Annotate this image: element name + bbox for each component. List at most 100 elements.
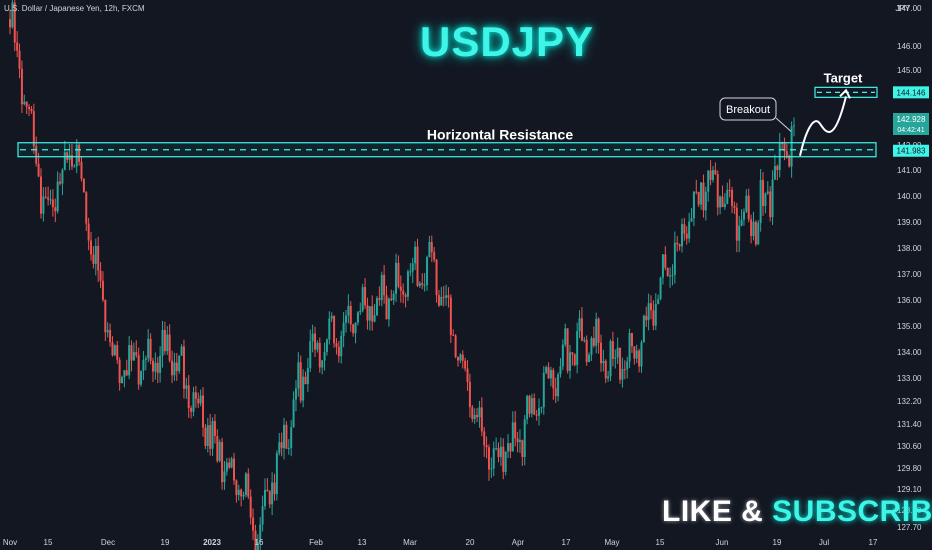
candle-body xyxy=(109,330,112,343)
candle-body xyxy=(642,315,645,343)
candle-body xyxy=(661,254,664,278)
candle-body xyxy=(733,205,736,208)
candle-body xyxy=(592,338,595,346)
target-price-tag: 144.146 xyxy=(897,88,926,97)
candle-body xyxy=(249,496,252,518)
candle-body xyxy=(492,448,495,469)
candle-body xyxy=(39,176,42,214)
candle-body xyxy=(66,152,69,160)
candle-body xyxy=(44,196,47,198)
candle-body xyxy=(318,342,321,368)
candle-body xyxy=(437,295,440,306)
candle-body xyxy=(316,342,319,350)
candle-body xyxy=(335,343,338,347)
candle-body xyxy=(569,352,571,371)
candle-body xyxy=(352,324,355,334)
candle-body xyxy=(306,368,309,385)
candle-body xyxy=(299,362,302,401)
candle-body xyxy=(275,453,278,495)
candle-body xyxy=(75,144,78,167)
candle-body xyxy=(20,68,23,105)
candle-body xyxy=(23,101,26,105)
candle-body xyxy=(759,179,762,223)
candle-body xyxy=(447,295,450,298)
candle-body xyxy=(240,489,243,497)
candle-body xyxy=(106,330,109,333)
candle-body xyxy=(769,191,772,218)
projection-path xyxy=(799,96,847,156)
price-axis[interactable]: 147.00146.00145.00144.00143.00142.00141.… xyxy=(893,4,929,532)
candle-body xyxy=(538,408,541,416)
price-tick-label: 141.00 xyxy=(897,166,922,175)
candle-body xyxy=(182,346,185,389)
candle-body xyxy=(311,333,314,342)
candle-body xyxy=(483,431,486,446)
time-tick-label: Apr xyxy=(512,538,525,547)
candle-body xyxy=(721,196,724,207)
price-tick-label: 145.00 xyxy=(897,66,922,75)
candle-body xyxy=(533,398,536,415)
candle-body xyxy=(302,376,305,401)
price-tick-label: 129.80 xyxy=(897,464,922,473)
candle-body xyxy=(216,435,219,461)
candle-body xyxy=(504,451,507,472)
target-label: Target xyxy=(824,70,863,85)
candle-body xyxy=(480,407,483,432)
candle-body xyxy=(723,203,726,207)
candle-body xyxy=(342,322,345,336)
time-tick-label: 15 xyxy=(656,538,665,547)
candle-body xyxy=(283,424,286,449)
candle-body xyxy=(659,277,662,300)
time-tick-label: Jun xyxy=(716,538,729,547)
candle-body xyxy=(78,144,81,162)
candle-body xyxy=(144,358,147,360)
candle-body xyxy=(345,315,347,323)
candle-body xyxy=(340,335,343,357)
candle-body xyxy=(445,295,448,298)
candle-body xyxy=(726,189,729,204)
time-axis[interactable]: Nov 15 Dec 19 2023 16 Feb 13 Mar 20 Apr 17 May 15 Jun 1… xyxy=(3,538,878,547)
candle-body xyxy=(588,354,591,362)
candle-body xyxy=(616,347,619,358)
candle-body xyxy=(745,195,748,212)
candle-body xyxy=(366,305,369,321)
candle-body xyxy=(323,352,326,361)
candle-body xyxy=(623,369,626,371)
candle-body xyxy=(573,354,576,366)
candle-body xyxy=(521,440,524,457)
candle-body xyxy=(478,407,481,418)
candle-body xyxy=(130,345,133,361)
candle-body xyxy=(373,315,376,322)
candle-body xyxy=(56,181,59,212)
time-tick-label: 19 xyxy=(161,538,170,547)
candle-body xyxy=(464,360,467,369)
candle-body xyxy=(461,354,464,361)
candle-body xyxy=(683,224,686,234)
candle-body xyxy=(740,219,743,226)
candle-body xyxy=(149,338,152,361)
candle-body xyxy=(490,468,493,470)
candle-body xyxy=(571,352,574,355)
candle-body xyxy=(452,334,455,336)
candle-body xyxy=(178,355,181,372)
candle-body xyxy=(235,480,238,496)
like-subscribe-banner: LIKE & SUBSCRIBE xyxy=(662,495,932,529)
candle-body xyxy=(90,240,93,255)
candle-body xyxy=(528,395,531,414)
candle-body xyxy=(454,335,457,358)
breakout-label: Breakout xyxy=(726,104,770,116)
candle-body xyxy=(578,318,581,332)
candle-body xyxy=(13,2,16,43)
candle-body xyxy=(457,357,459,361)
candle-body xyxy=(328,318,331,340)
candle-body xyxy=(742,211,745,220)
current-price-tag-bg xyxy=(893,113,929,135)
candle-body xyxy=(147,338,150,359)
candle-body xyxy=(564,328,567,345)
candle-body xyxy=(159,355,162,373)
candle-body xyxy=(287,447,290,449)
candle-body xyxy=(223,471,226,483)
candle-body xyxy=(576,331,579,366)
time-tick-label: 17 xyxy=(562,538,571,547)
